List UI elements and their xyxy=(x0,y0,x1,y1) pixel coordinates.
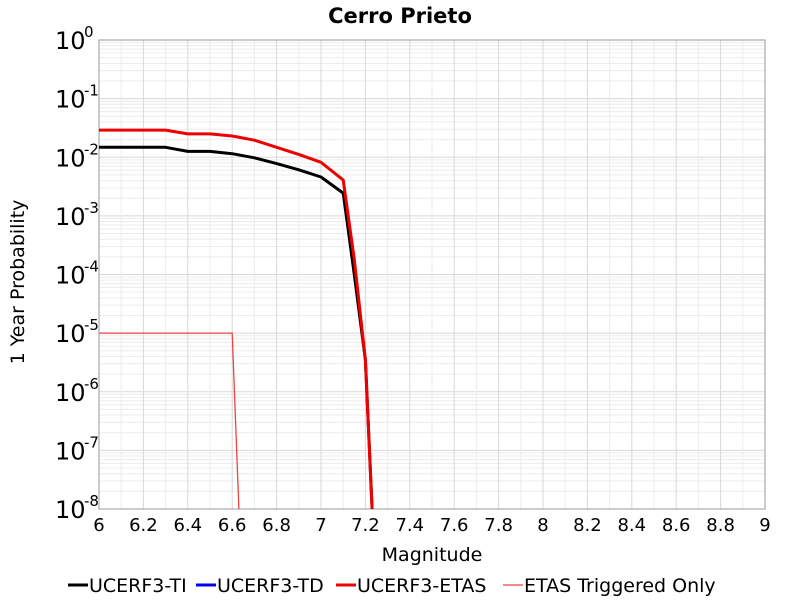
series-line-ucerf3-ti xyxy=(99,145,374,510)
x-tick-label: 9 xyxy=(759,515,770,536)
x-tick-label: 8 xyxy=(537,515,548,536)
y-tick-label: 10 xyxy=(55,203,86,231)
series-line-ucerf3-etas xyxy=(99,128,374,510)
y-axis-label: 1 Year Probability xyxy=(7,200,29,365)
legend-label: UCERF3-TI xyxy=(89,575,187,597)
y-tick-label: 10 xyxy=(55,27,86,55)
y-tick-label: 10 xyxy=(55,320,86,348)
y-tick-label: 10 xyxy=(55,86,86,114)
x-tick-label: 7.6 xyxy=(440,515,469,536)
x-tick-label: 6.4 xyxy=(173,515,202,536)
x-tick-label: 8.6 xyxy=(662,515,691,536)
x-tick-label: 7.8 xyxy=(484,515,513,536)
y-tick-exponent: -2 xyxy=(84,140,99,158)
legend: UCERF3-TI UCERF3-TD UCERF3-ETAS ETAS Trigge… xyxy=(68,575,716,597)
grid xyxy=(98,39,766,510)
plot-frame xyxy=(98,39,766,510)
x-tick-label: 6.6 xyxy=(218,515,247,536)
x-axis-label: Magnitude xyxy=(382,544,483,566)
legend-label: UCERF3-TD xyxy=(217,575,324,597)
y-tick-label: 10 xyxy=(55,437,86,465)
y-tick-exponent: -8 xyxy=(84,492,99,510)
x-tick-labels: 6 6.2 6.4 6.6 6.8 7 7.2 7.4 7.6 7.8 8 8.2 8.4 8.6 8.8 9 xyxy=(93,515,770,536)
x-tick-label: 8.2 xyxy=(573,515,602,536)
x-tick-label: 6.8 xyxy=(262,515,291,536)
y-tick-exponent: -5 xyxy=(84,316,99,334)
y-tick-label: 10 xyxy=(55,262,86,290)
y-tick-exponent: -7 xyxy=(84,433,99,451)
x-tick-label: 7.4 xyxy=(395,515,424,536)
series-line-etas-triggered-only xyxy=(99,332,240,510)
chart-title: Cerro Prieto xyxy=(328,4,472,28)
x-tick-label: 6 xyxy=(93,515,104,536)
y-tick-label: 10 xyxy=(55,144,86,172)
y-tick-exponent: -4 xyxy=(84,258,99,276)
y-tick-exponent: -3 xyxy=(84,199,99,217)
x-tick-label: 7 xyxy=(315,515,326,536)
x-tick-label: 8.8 xyxy=(706,515,735,536)
series-layer xyxy=(99,128,374,510)
x-tick-label: 8.4 xyxy=(617,515,646,536)
legend-label: ETAS Triggered Only xyxy=(524,575,716,597)
y-tick-label: 10 xyxy=(55,496,86,524)
y-tick-exponent: -1 xyxy=(84,82,99,100)
x-tick-label: 7.2 xyxy=(351,515,380,536)
y-tick-label: 10 xyxy=(55,379,86,407)
y-tick-exponent: -6 xyxy=(84,375,99,393)
legend-label: UCERF3-ETAS xyxy=(357,575,486,597)
x-tick-label: 6.2 xyxy=(129,515,158,536)
y-tick-exponent: 0 xyxy=(84,23,94,41)
